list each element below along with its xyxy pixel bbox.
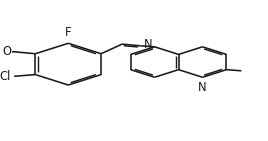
- Text: Cl: Cl: [0, 70, 11, 83]
- Text: N: N: [144, 38, 152, 51]
- Text: N: N: [198, 81, 207, 94]
- Text: F: F: [65, 26, 72, 39]
- Text: O: O: [2, 45, 11, 58]
